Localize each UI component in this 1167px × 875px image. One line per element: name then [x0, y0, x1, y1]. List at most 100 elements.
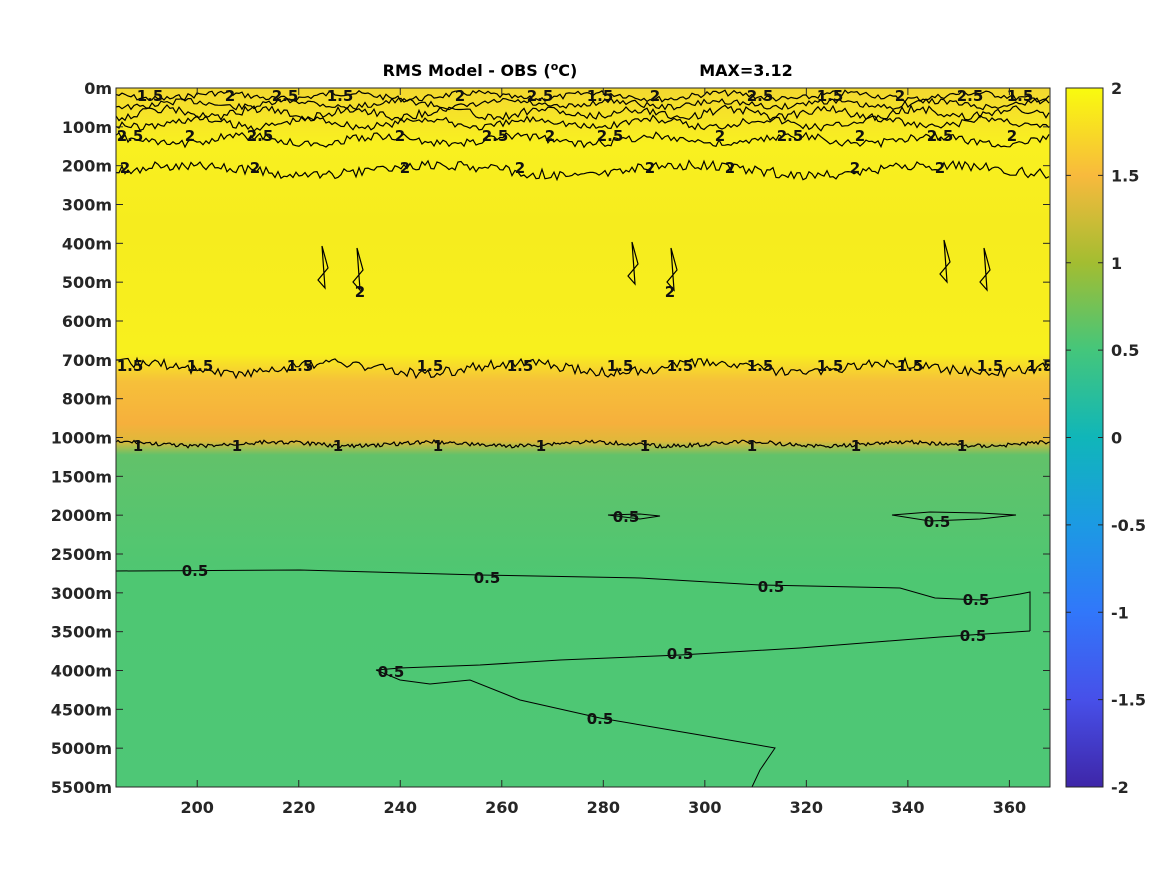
x-tick-label: 320	[790, 798, 823, 817]
contour-label-surface: 2	[395, 127, 405, 145]
contour-label-surface: 2	[225, 87, 235, 105]
y-tick-label: 200m	[62, 157, 112, 176]
contour-label-surface: 2.5	[482, 127, 509, 145]
title-unit-superscript: o	[551, 60, 559, 73]
contour-label-0-5: 0.5	[474, 569, 501, 587]
y-tick-label: 100m	[62, 118, 112, 137]
contour-label-surface: 2.5	[927, 127, 954, 145]
y-tick-label: 600m	[62, 312, 112, 331]
x-tick-label: 240	[384, 798, 417, 817]
y-tick-label: 2500m	[51, 545, 112, 564]
contour-label-surface: 2.5	[777, 127, 804, 145]
contour-line-2-blob	[666, 247, 678, 292]
y-tick-label: 5500m	[51, 778, 112, 797]
plot-area: 1.5 2 2.5 1.5 2 2.5 1.5 2 2.5 1.5 2 2.5 1.52.5 2 2.5 2 2…	[116, 87, 1054, 787]
contour-label-0-5: 0.5	[758, 578, 785, 596]
y-tick-label: 2000m	[51, 506, 112, 525]
contour-label-surface: 2	[855, 127, 865, 145]
contour-label-surface: 2	[895, 87, 905, 105]
y-tick-label: 4000m	[51, 662, 112, 681]
contour-label-1-5: 1.5	[747, 357, 774, 375]
contour-label-0-5: 0.5	[960, 627, 987, 645]
contour-lines	[116, 89, 1050, 787]
colorbar-tick-label: -1.5	[1111, 691, 1146, 710]
contour-label-0-5: 0.5	[378, 663, 405, 681]
contour-label-1-5: 1.5	[607, 357, 634, 375]
contour-line-1	[116, 439, 1050, 449]
contour-label-1-5: 1.5	[417, 357, 444, 375]
contour-label-2: 2	[355, 283, 365, 301]
contour-label-2: 2	[515, 159, 525, 177]
x-tick-label: 280	[587, 798, 620, 817]
y-tick-label: 3000m	[51, 584, 112, 603]
contour-line-2-blob	[627, 241, 639, 286]
contour-label-surface: 1.5	[137, 87, 164, 105]
contour-label-0-5: 0.5	[963, 591, 990, 609]
colorbar-tick-label: 1	[1111, 254, 1122, 273]
contour-label-surface: 2	[455, 87, 465, 105]
chart-title: RMS Model - OBS (oC)	[383, 60, 578, 80]
contour-line-2-5-base	[116, 131, 1050, 149]
contour-label-0-5: 0.5	[182, 562, 209, 580]
contour-label-1: 1	[133, 437, 143, 455]
contour-line-2-5-surface	[116, 104, 1050, 122]
colorbar-tick-label: -0.5	[1111, 516, 1146, 535]
contour-label-2: 2	[725, 159, 735, 177]
contour-label-2: 2	[645, 159, 655, 177]
contour-label-0-5: 0.5	[924, 513, 951, 531]
contour-line-2-blob	[939, 239, 951, 284]
colorbar-tick-label: 1.5	[1111, 166, 1139, 185]
y-tick-label: 400m	[62, 234, 112, 253]
contour-line-0-5	[375, 669, 776, 787]
contour-label-surface: 2.5	[597, 127, 624, 145]
colorbar-tick-label: 0	[1111, 429, 1122, 448]
colorbar-tick-label: -2	[1111, 778, 1129, 797]
contour-label-0-5: 0.5	[587, 710, 614, 728]
contour-label-2: 2	[400, 159, 410, 177]
y-tick-label: 1000m	[51, 429, 112, 448]
colorbar-tick-label: 2	[1111, 79, 1122, 98]
contour-line-2-blob	[352, 247, 364, 292]
x-tick-label: 200	[181, 798, 214, 817]
contour-label-surface: 2	[185, 127, 195, 145]
y-tick-label: 300m	[62, 196, 112, 215]
contour-label-1-5: 1.5	[817, 357, 844, 375]
contour-label-1-5: 1.5	[977, 357, 1004, 375]
contour-label-2: 2	[935, 159, 945, 177]
contour-label-surface: 2	[1007, 127, 1017, 145]
contour-line-2-5-lower	[116, 114, 1050, 132]
contour-line-1-5	[116, 356, 1050, 380]
y-tick-label: 4500m	[51, 700, 112, 719]
x-axis: 200 220 240 260 280 300 320 340 360	[181, 88, 1026, 817]
y-tick-label: 1500m	[51, 467, 112, 486]
chart-max-label: MAX=3.12	[699, 61, 793, 80]
contour-label-1: 1	[232, 437, 242, 455]
contour-label-surface: 2	[715, 127, 725, 145]
contour-label-surface: 2.5	[247, 127, 274, 145]
contour-line-1-5-surface	[116, 89, 1050, 103]
contour-label-1-5: 1.5	[187, 357, 214, 375]
contour-label-1-5: 1.5	[287, 357, 314, 375]
y-tick-label: 500m	[62, 273, 112, 292]
x-tick-label: 360	[993, 798, 1026, 817]
contour-label-surface: 1.5	[587, 87, 614, 105]
contour-label-2: 2	[120, 159, 130, 177]
contour-label-surface: 2.5	[527, 87, 554, 105]
colorbar-tick-label: 0.5	[1111, 341, 1139, 360]
contour-labels: 1.5 2 2.5 1.5 2 2.5 1.5 2 2.5 1.5 2 2.5 1.52.5 2 2.5 2 2…	[117, 87, 1054, 728]
contour-line-0-5	[116, 569, 1031, 631]
colorbar-ticks: 2 1.5 1 0.5 0 -0.5 -1 -1.5 -2	[1066, 79, 1146, 797]
contour-label-1: 1	[957, 437, 967, 455]
x-tick-label: 260	[485, 798, 518, 817]
title-unit: C)	[558, 61, 577, 80]
colorbar-tick-label: -1	[1111, 603, 1129, 622]
contour-line-2	[116, 159, 1050, 182]
contour-label-1-5: 1.5	[1027, 357, 1054, 375]
contour-line-0-5	[607, 513, 661, 520]
contour-label-0-5: 0.5	[613, 508, 640, 526]
contour-line-0-5	[375, 630, 1031, 671]
contour-label-1: 1	[536, 437, 546, 455]
contour-label-surface: 1.5	[1007, 87, 1034, 105]
contour-label-2: 2	[850, 159, 860, 177]
